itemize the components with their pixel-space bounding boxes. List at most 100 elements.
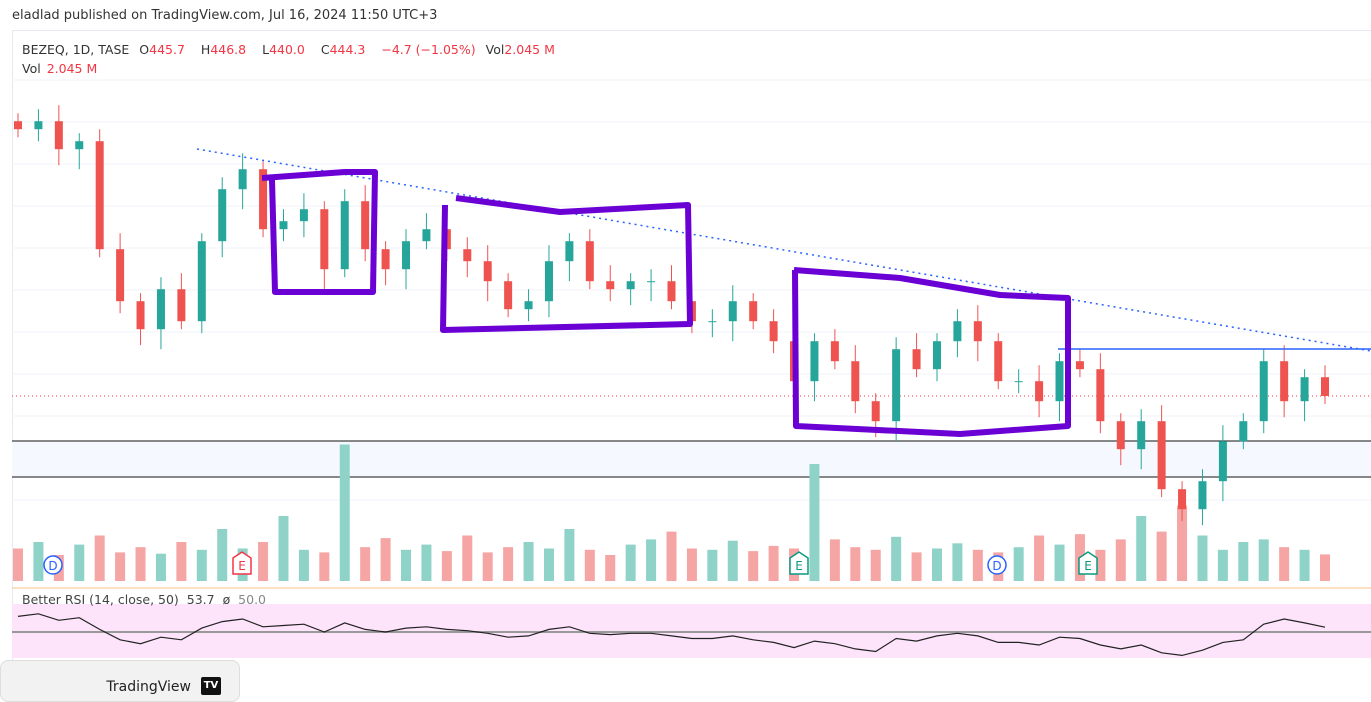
candle[interactable] xyxy=(1300,369,1309,422)
tradingview-logo-icon: TV xyxy=(201,677,221,695)
candle[interactable] xyxy=(218,177,227,258)
volume-bar xyxy=(1299,549,1310,581)
volume-bar xyxy=(258,542,269,581)
event-marker-e[interactable]: E xyxy=(1078,551,1098,575)
candle[interactable] xyxy=(932,333,941,382)
volume-bar xyxy=(1197,535,1208,581)
candle[interactable] xyxy=(136,293,145,346)
volume-bar xyxy=(1279,547,1290,581)
volume-bar xyxy=(1258,539,1269,581)
volume-bar xyxy=(1115,539,1126,581)
candle[interactable] xyxy=(565,233,574,282)
candle[interactable] xyxy=(1075,349,1084,378)
candle[interactable] xyxy=(912,333,921,378)
candle[interactable] xyxy=(851,345,860,414)
candle[interactable] xyxy=(361,185,370,262)
candle[interactable] xyxy=(626,273,635,306)
tradingview-badge[interactable]: TradingView TV xyxy=(0,660,240,702)
vol-indicator-label[interactable]: Vol xyxy=(22,61,41,76)
candle[interactable] xyxy=(830,329,839,370)
candle[interactable] xyxy=(54,105,63,166)
brand-name: TradingView xyxy=(106,679,191,695)
candle[interactable] xyxy=(34,109,43,142)
event-marker-e[interactable]: E xyxy=(232,551,252,575)
rsi-legend[interactable]: Better RSI (14, close, 50) 53.7 ø 50.0 xyxy=(22,592,266,607)
candle[interactable] xyxy=(14,113,22,138)
candles xyxy=(14,105,1329,526)
candle[interactable] xyxy=(647,269,656,302)
candle[interactable] xyxy=(1157,405,1166,498)
event-marker-e[interactable]: E xyxy=(789,551,809,575)
volume-bar xyxy=(319,552,330,581)
candle[interactable] xyxy=(953,309,962,358)
candle[interactable] xyxy=(279,209,288,242)
candle[interactable] xyxy=(667,265,676,310)
candle[interactable] xyxy=(95,129,104,258)
candle[interactable] xyxy=(1259,349,1268,434)
candle[interactable] xyxy=(422,213,431,250)
volume-bar xyxy=(1320,554,1330,581)
high-label: H xyxy=(200,42,211,57)
candle[interactable] xyxy=(238,153,247,210)
candle[interactable] xyxy=(994,333,1003,390)
annotation-box-2[interactable] xyxy=(440,195,693,333)
candle[interactable] xyxy=(320,201,329,290)
candle[interactable] xyxy=(483,245,492,302)
candle[interactable] xyxy=(1239,413,1248,450)
event-label: E xyxy=(1084,559,1092,573)
candle[interactable] xyxy=(463,237,472,278)
candle[interactable] xyxy=(524,289,533,322)
candle[interactable] xyxy=(769,309,778,354)
annotation-box-1[interactable] xyxy=(261,169,378,295)
candle[interactable] xyxy=(1014,369,1023,394)
volume-bar xyxy=(115,552,126,581)
candle[interactable] xyxy=(810,333,819,402)
vol-indicator-value: 2.045 M xyxy=(46,61,98,76)
candle[interactable] xyxy=(177,273,186,330)
low-label: L xyxy=(262,42,270,57)
candle[interactable] xyxy=(259,161,268,238)
change-value: −4.7 (−1.05%) xyxy=(381,42,476,57)
candle[interactable] xyxy=(75,133,84,170)
candle[interactable] xyxy=(116,233,125,314)
volume-bar xyxy=(748,551,759,581)
candle[interactable] xyxy=(340,189,349,278)
annotation-box-3[interactable] xyxy=(792,267,1071,437)
candle[interactable] xyxy=(1280,345,1289,418)
candle[interactable] xyxy=(728,285,737,342)
candle[interactable] xyxy=(749,293,758,330)
symbol-name[interactable]: BEZEQ, 1D, TASE xyxy=(22,42,130,57)
candle[interactable] xyxy=(1178,481,1187,522)
candle[interactable] xyxy=(1321,365,1329,404)
candle[interactable] xyxy=(1198,469,1207,526)
candle[interactable] xyxy=(402,229,411,290)
volume-bar xyxy=(870,549,881,581)
candle[interactable] xyxy=(708,309,717,338)
candle[interactable] xyxy=(1137,409,1146,470)
volume-bar xyxy=(829,539,840,581)
candle[interactable] xyxy=(504,273,513,318)
candle[interactable] xyxy=(299,193,308,238)
candle[interactable] xyxy=(156,277,165,350)
candle[interactable] xyxy=(1035,365,1044,418)
event-marker-d[interactable]: D xyxy=(987,555,1007,575)
candle[interactable] xyxy=(1218,425,1227,502)
candle[interactable] xyxy=(973,305,982,362)
candle[interactable] xyxy=(1116,413,1125,466)
candle[interactable] xyxy=(585,229,594,290)
candle[interactable] xyxy=(1055,353,1064,422)
candle[interactable] xyxy=(197,233,206,334)
candle[interactable] xyxy=(544,245,553,318)
volume-bar xyxy=(768,545,779,581)
candle[interactable] xyxy=(381,241,390,286)
candle[interactable] xyxy=(606,265,615,302)
volume-bar xyxy=(1054,544,1065,581)
volume-bar xyxy=(135,547,146,581)
event-marker-d[interactable]: D xyxy=(43,555,63,575)
candle[interactable] xyxy=(892,337,901,442)
high-value: 446.8 xyxy=(210,42,247,57)
trendline[interactable] xyxy=(196,148,1371,352)
candle[interactable] xyxy=(1096,353,1105,434)
